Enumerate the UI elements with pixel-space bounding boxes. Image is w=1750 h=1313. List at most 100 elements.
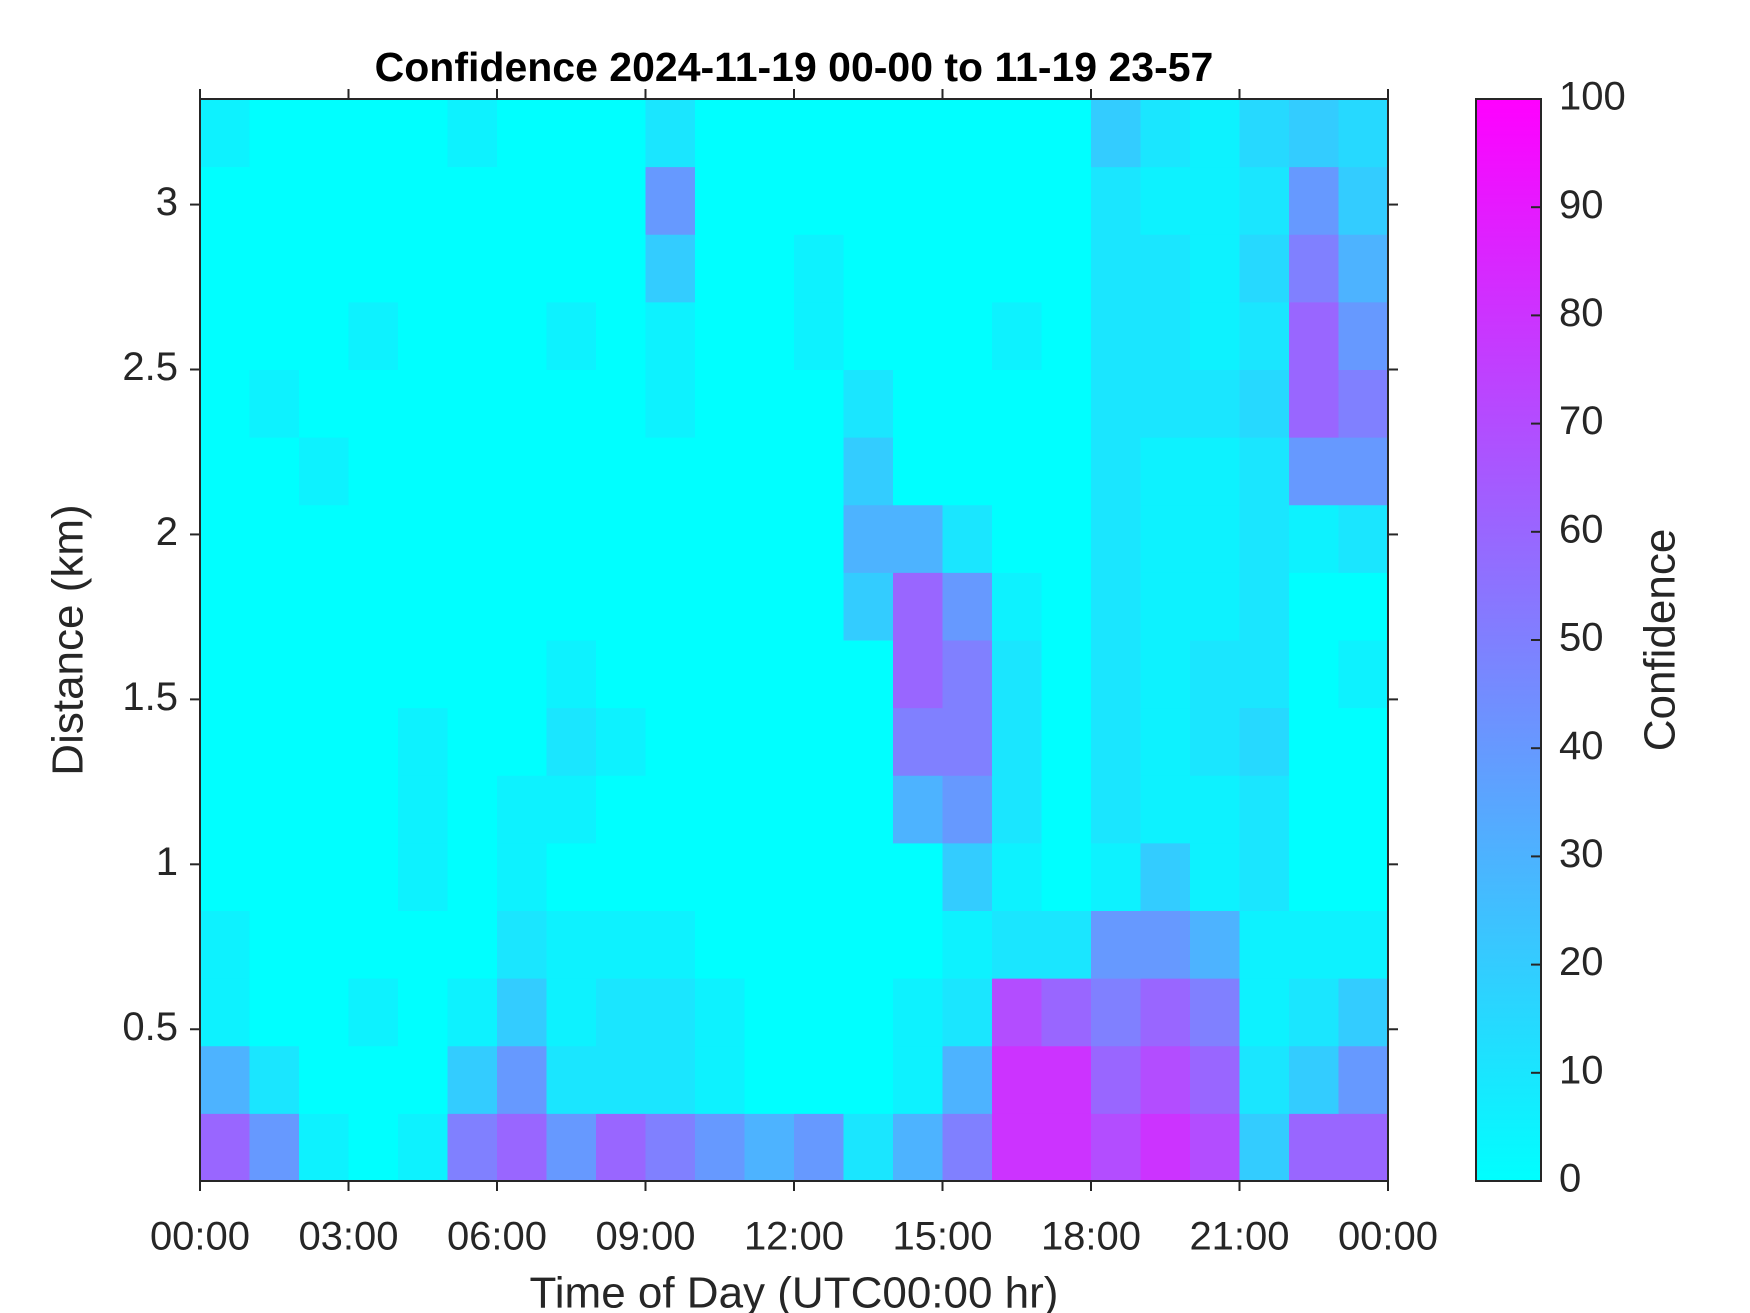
heatmap-cell — [645, 707, 696, 776]
heatmap-cell — [1041, 978, 1092, 1047]
heatmap-cell — [1190, 842, 1240, 911]
heatmap-cell — [546, 910, 597, 979]
heatmap-cell — [497, 1113, 547, 1182]
heatmap-cell — [447, 369, 498, 438]
heatmap-cell — [794, 99, 844, 168]
heatmap-cell — [1091, 301, 1141, 370]
heatmap-cell — [546, 99, 597, 168]
heatmap-cell — [249, 369, 300, 438]
heatmap-cell — [645, 572, 696, 641]
heatmap-cell — [695, 437, 745, 506]
heatmap-cell — [794, 775, 844, 844]
heatmap-cell — [1289, 640, 1339, 709]
heatmap-cell — [645, 640, 696, 709]
heatmap-cell — [200, 775, 250, 844]
heatmap-cell — [843, 504, 894, 573]
heatmap-cell — [1289, 978, 1339, 1047]
heatmap-cell — [942, 572, 993, 641]
heatmap-cell — [843, 640, 894, 709]
heatmap-cell — [1338, 978, 1389, 1047]
heatmap-cell — [1239, 301, 1290, 370]
heatmap-cell — [546, 504, 597, 573]
heatmap-cell — [1239, 166, 1290, 235]
heatmap-cell — [843, 707, 894, 776]
heatmap-cell — [1041, 369, 1092, 438]
heatmap-cell — [398, 301, 448, 370]
heatmap-cell — [299, 301, 349, 370]
heatmap-cell — [942, 640, 993, 709]
heatmap-cell — [596, 99, 646, 168]
heatmap-cell — [249, 99, 300, 168]
x-tick-label: 15:00 — [892, 1215, 992, 1259]
heatmap-cell — [249, 504, 300, 573]
heatmap-cell — [695, 842, 745, 911]
heatmap-cell — [348, 775, 399, 844]
heatmap-cell — [1140, 99, 1191, 168]
heatmap-cell — [1041, 234, 1092, 303]
heatmap-cell — [249, 301, 300, 370]
heatmap-cell — [942, 707, 993, 776]
colorbar-tick-label: 20 — [1559, 940, 1604, 984]
heatmap-cell — [200, 910, 250, 979]
heatmap-cell — [1041, 166, 1092, 235]
colorbar-tick-label: 30 — [1559, 832, 1604, 876]
heatmap-cell — [1041, 910, 1092, 979]
heatmap-cell — [1190, 910, 1240, 979]
y-tick-label: 3 — [156, 180, 178, 224]
heatmap-cell — [497, 640, 547, 709]
heatmap-cell — [299, 1045, 349, 1114]
heatmap-cell — [1289, 369, 1339, 438]
heatmap-cell — [1239, 640, 1290, 709]
heatmap-cell — [645, 842, 696, 911]
heatmap-cell — [893, 1113, 943, 1182]
heatmap-cell — [497, 437, 547, 506]
heatmap-cell — [1140, 437, 1191, 506]
heatmap-cell — [249, 1045, 300, 1114]
heatmap-cell — [843, 978, 894, 1047]
heatmap-cell — [596, 842, 646, 911]
heatmap-cell — [794, 1113, 844, 1182]
heatmap-cell — [200, 572, 250, 641]
heatmap-cell — [942, 910, 993, 979]
heatmap-cell — [744, 301, 795, 370]
y-tick-label: 1 — [156, 840, 178, 884]
heatmap-cell — [893, 1045, 943, 1114]
heatmap-cell — [992, 842, 1042, 911]
heatmap-cell — [299, 99, 349, 168]
heatmap-cell — [843, 301, 894, 370]
heatmap-cell — [1190, 234, 1240, 303]
heatmap-cell — [546, 1113, 597, 1182]
heatmap-cell — [794, 301, 844, 370]
heatmap-cell — [299, 166, 349, 235]
heatmap-cell — [497, 707, 547, 776]
heatmap-cell — [893, 707, 943, 776]
heatmap-cell — [794, 369, 844, 438]
heatmap-cell — [249, 640, 300, 709]
heatmap-cell — [794, 572, 844, 641]
heatmap-cell — [1239, 1113, 1290, 1182]
heatmap-cell — [497, 775, 547, 844]
heatmap-cell — [398, 707, 448, 776]
heatmap-cell — [348, 99, 399, 168]
heatmap-cell — [1041, 504, 1092, 573]
heatmap-cell — [1091, 504, 1141, 573]
heatmap-cell — [942, 1113, 993, 1182]
heatmap-cell — [249, 234, 300, 303]
heatmap-cell — [1041, 707, 1092, 776]
heatmap-cell — [1289, 437, 1339, 506]
heatmap-cell — [1190, 166, 1240, 235]
heatmap-cell — [1140, 166, 1191, 235]
heatmap-cell — [1091, 978, 1141, 1047]
heatmap-cell — [992, 572, 1042, 641]
heatmap-cell — [200, 234, 250, 303]
heatmap-cell — [843, 775, 894, 844]
heatmap-cell — [942, 99, 993, 168]
heatmap-cell — [299, 707, 349, 776]
heatmap-cell — [695, 504, 745, 573]
heatmap-cell — [596, 572, 646, 641]
heatmap-cell — [893, 301, 943, 370]
heatmap-cell — [447, 99, 498, 168]
heatmap-cell — [348, 842, 399, 911]
heatmap-cell — [546, 1045, 597, 1114]
